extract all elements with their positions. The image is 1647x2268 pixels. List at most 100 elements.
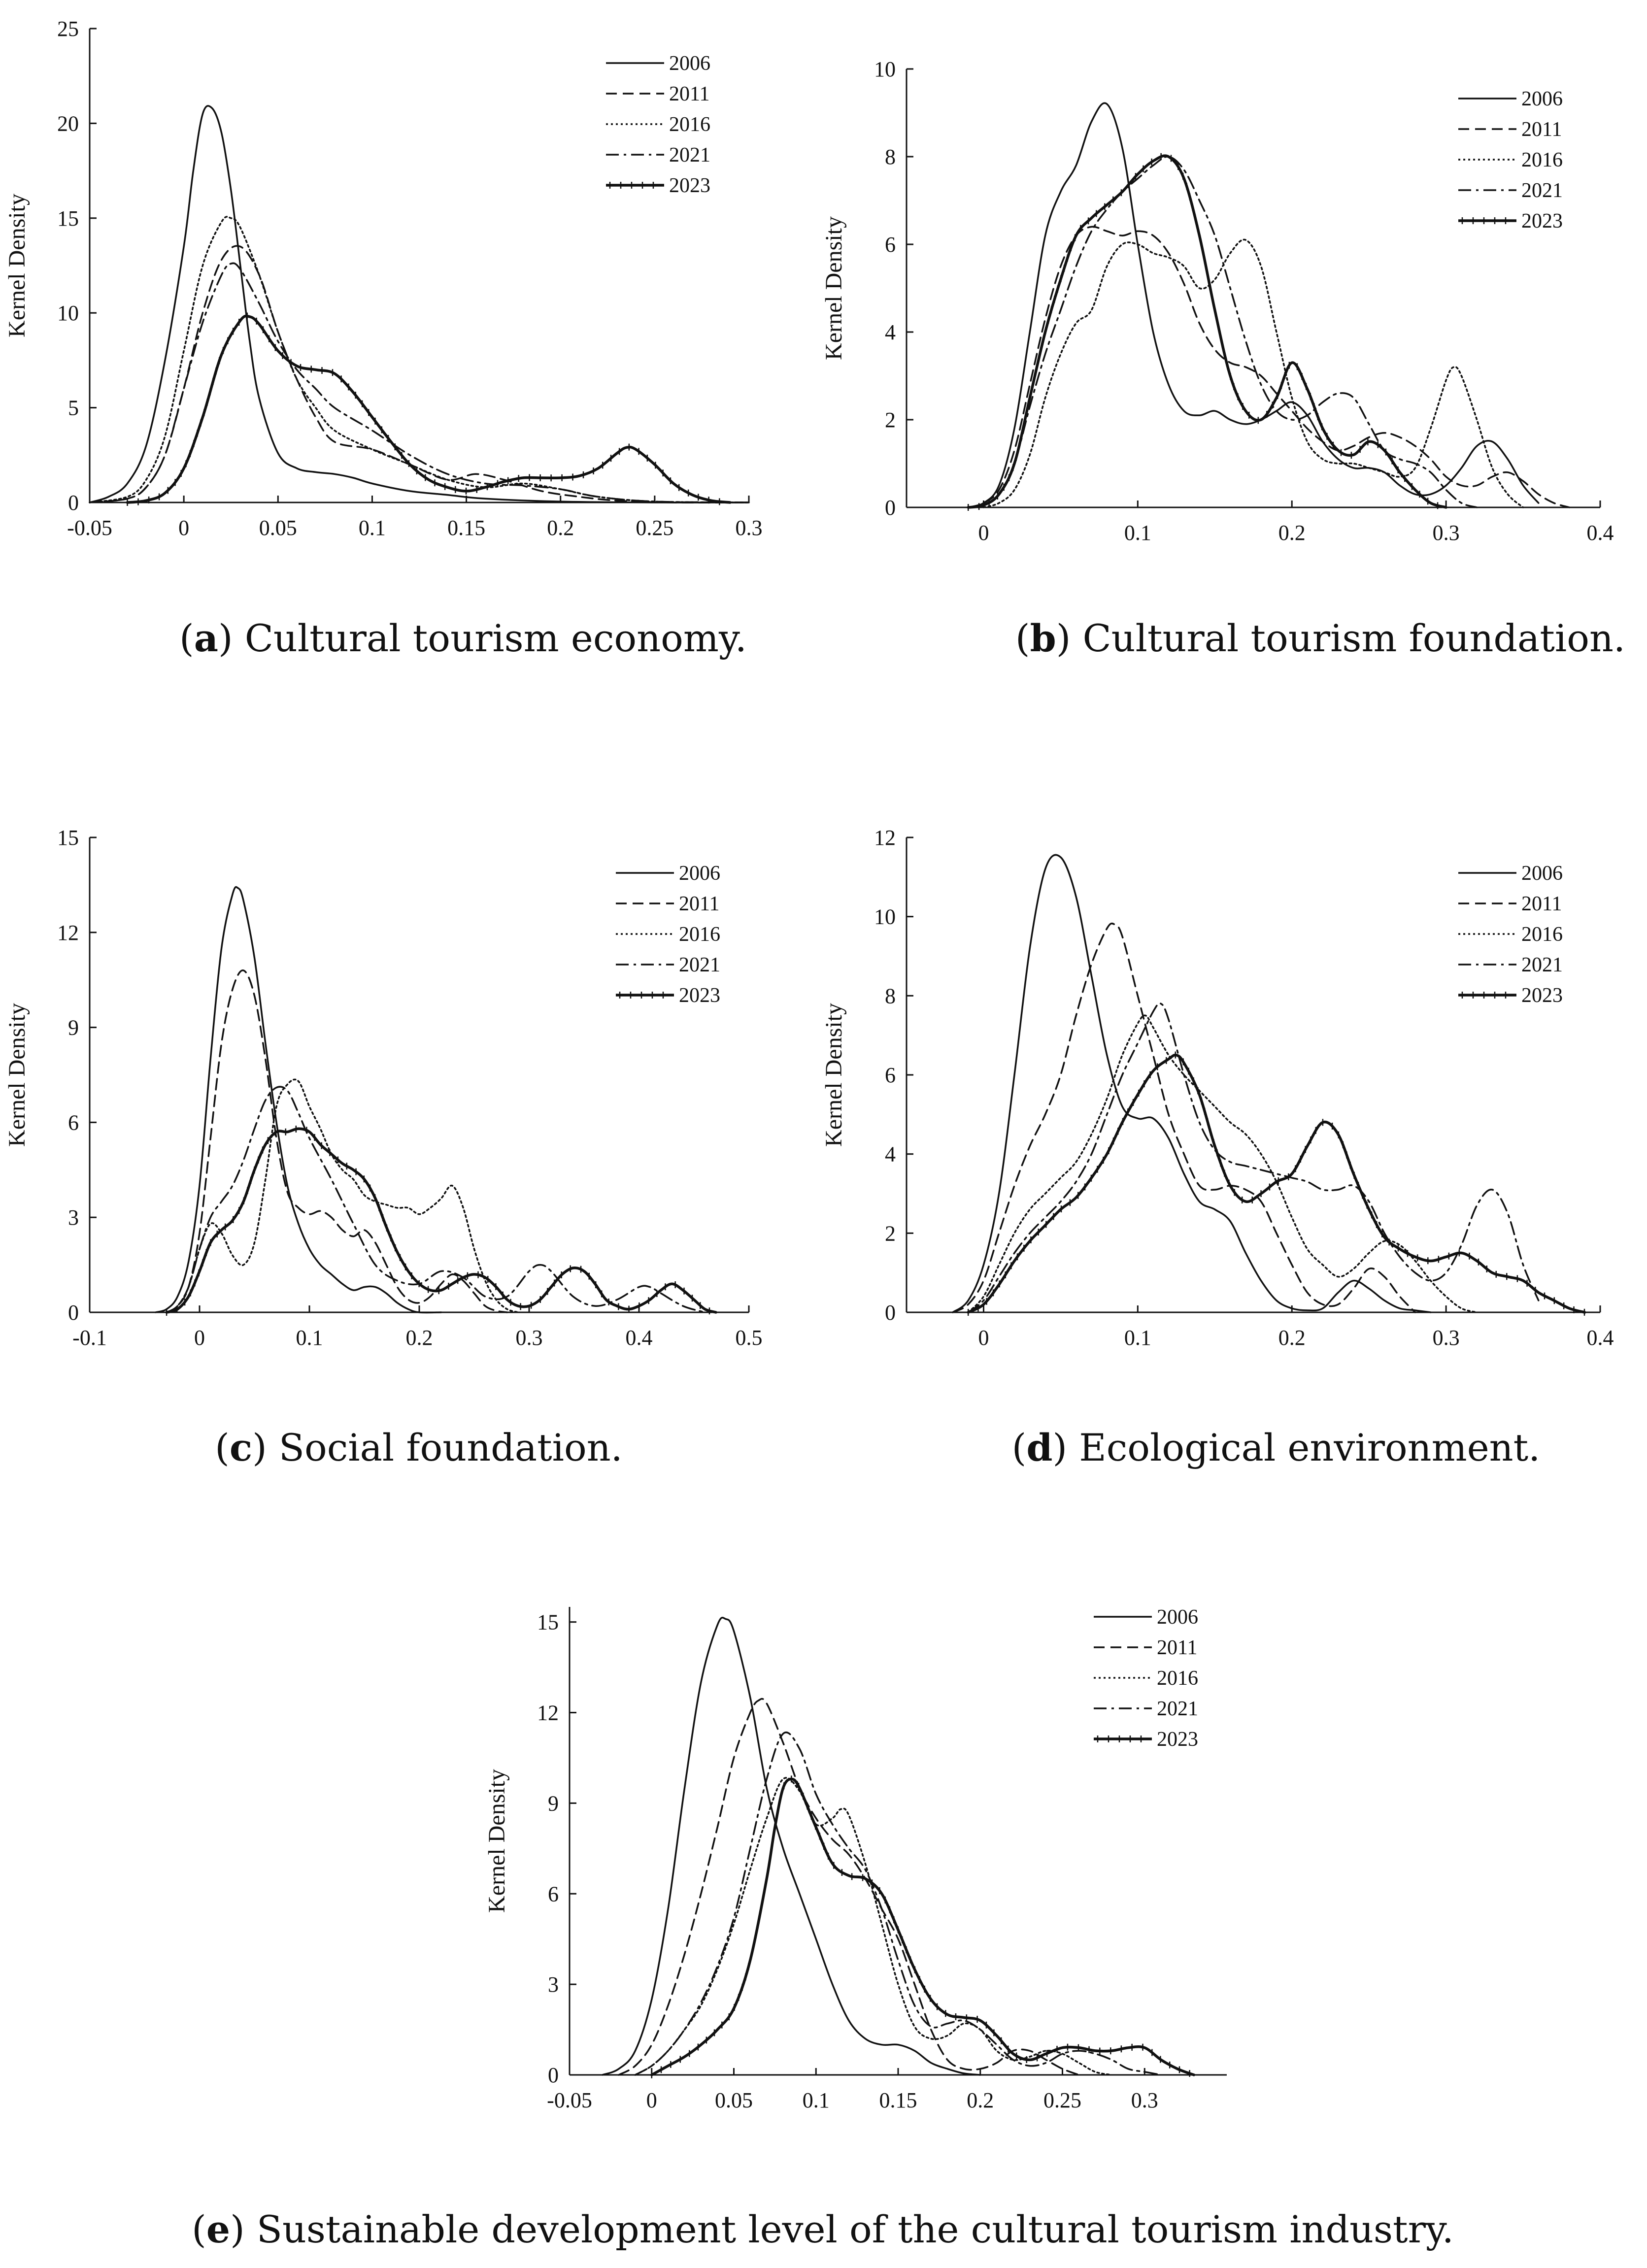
series-line-2016 [634, 1777, 1113, 2076]
x-tick-label: 0.2 [406, 1326, 433, 1350]
series-line-2023 [967, 1053, 1586, 1314]
legend-label-2023: 2023 [1521, 984, 1563, 1007]
caption-paren-open: ( [1015, 616, 1030, 660]
x-tick-label: 0 [646, 2088, 657, 2112]
legend-label-2023: 2023 [1157, 1728, 1198, 1751]
series-line-2021 [967, 1002, 1540, 1313]
chart-panel-d: 0 0.1 0.2 0.3 0.4 0 2 4 6 8 10 12 Kernel Density 2006… [821, 826, 1614, 1469]
y-tick-label: 20 [57, 111, 79, 135]
x-tick-label: 0 [978, 1326, 989, 1350]
x-tick-label: 0.05 [715, 2088, 753, 2112]
legend-label-2011: 2011 [669, 83, 709, 105]
x-tick-label: 0.3 [516, 1326, 543, 1350]
legend-label-2006: 2006 [1521, 862, 1563, 885]
legend-label-2006: 2006 [669, 52, 710, 75]
legend-label-2006: 2006 [1521, 88, 1563, 110]
x-tick-label: 0.3 [736, 516, 763, 540]
caption-text: Ecological environment. [1067, 1426, 1540, 1469]
caption-paren-close: ) [1056, 616, 1071, 660]
series-line-2011 [618, 1698, 1080, 2076]
series-line-2016 [166, 1078, 519, 1313]
legend-label-2006: 2006 [679, 862, 720, 885]
series-line-2016 [89, 216, 750, 503]
chart-caption: (e) Sustainable development level of the… [192, 2207, 1454, 2251]
series-line-2021 [634, 1732, 1162, 2076]
x-tick-label: 0.1 [296, 1326, 323, 1350]
y-tick-label: 0 [885, 1301, 896, 1325]
chart-panel-a: -0.05 0 0.05 0.1 0.15 0.2 0.25 0.30510152025Ker… [4, 17, 763, 660]
x-tick-label: 0.2 [547, 516, 574, 540]
legend-label-2011: 2011 [1521, 893, 1562, 915]
y-tick-label: 0 [885, 496, 896, 520]
y-tick-label: 4 [885, 320, 896, 344]
legend-label-2023: 2023 [1521, 210, 1563, 233]
y-axis-label: Kernel Density [821, 1003, 847, 1147]
x-tick-label: 0.4 [1587, 1326, 1614, 1350]
legend-label-2016: 2016 [1521, 149, 1563, 171]
legend-label-2016: 2016 [669, 113, 710, 136]
caption-text: Sustainable development level of the cul… [245, 2207, 1454, 2251]
caption-letter: b [1030, 616, 1056, 660]
x-tick-label: -0.05 [547, 2088, 592, 2112]
x-tick-label: 0.2 [1278, 1326, 1306, 1350]
x-tick-label: 0.15 [879, 2088, 917, 2112]
caption-letter: e [206, 2207, 230, 2251]
x-tick-label: 0.3 [1433, 521, 1460, 545]
caption-paren-open: ( [192, 2207, 206, 2251]
legend-label-2021: 2021 [679, 954, 720, 976]
x-tick-label: -0.1 [72, 1326, 107, 1350]
y-tick-label: 6 [68, 1110, 79, 1134]
series-line-2023 [650, 1777, 1196, 2076]
caption-letter: c [230, 1426, 252, 1469]
caption-text: Social foundation. [267, 1426, 623, 1469]
series-line-2023 [126, 314, 732, 504]
x-tick-label: 0.4 [1587, 521, 1614, 545]
y-tick-label: 9 [548, 1791, 559, 1815]
caption-paren-open: ( [179, 616, 194, 660]
chart-caption: (b) Cultural tourism foundation. [1015, 616, 1625, 660]
x-tick-label: 0.3 [1131, 2088, 1158, 2112]
x-tick-label: 0.5 [736, 1326, 763, 1350]
y-tick-label: 0 [68, 491, 79, 515]
series-line-2016 [967, 1014, 1478, 1313]
legend-label-2016: 2016 [1521, 923, 1563, 946]
series-line-2023 [165, 1127, 717, 1314]
caption-text: Cultural tourism foundation. [1071, 616, 1625, 660]
y-axis-label: Kernel Density [484, 1769, 510, 1913]
caption-letter: d [1026, 1426, 1052, 1469]
series-line-2016 [982, 238, 1524, 508]
series-line-2006 [601, 1617, 981, 2076]
x-tick-label: 0.1 [359, 516, 386, 540]
y-axis-label: Kernel Density [4, 194, 30, 337]
y-tick-label: 0 [548, 2063, 559, 2087]
y-tick-label: 2 [885, 408, 896, 432]
legend-label-2023: 2023 [669, 174, 710, 197]
y-tick-label: 12 [57, 921, 79, 945]
caption-paren-close: ) [230, 2207, 245, 2251]
caption-paren-close: ) [218, 616, 233, 660]
x-tick-label: 0 [978, 521, 989, 545]
x-tick-label: 0.05 [259, 516, 297, 540]
y-tick-label: 10 [57, 301, 79, 325]
caption-paren-close: ) [252, 1426, 267, 1469]
x-tick-label: 0.1 [1124, 1326, 1151, 1350]
caption-paren-open: ( [1012, 1426, 1027, 1469]
x-tick-label: 0.1 [803, 2088, 830, 2112]
x-tick-label: 0.2 [967, 2088, 994, 2112]
chart-caption: (d) Ecological environment. [1012, 1426, 1541, 1469]
y-tick-label: 12 [537, 1701, 559, 1725]
y-tick-label: 6 [885, 1063, 896, 1087]
legend-label-2011: 2011 [1157, 1636, 1197, 1659]
y-tick-label: 15 [57, 206, 79, 231]
legend-label-2021: 2021 [669, 144, 710, 167]
x-tick-label: 0.2 [1278, 521, 1306, 545]
series-line-2011 [967, 226, 1571, 508]
series-line-2021 [166, 1086, 706, 1313]
legend-label-2021: 2021 [1157, 1698, 1198, 1720]
y-tick-label: 15 [537, 1610, 559, 1634]
legend-label-2006: 2006 [1157, 1606, 1198, 1629]
chart-caption: (c) Social foundation. [215, 1426, 623, 1469]
legend-label-2021: 2021 [1521, 954, 1563, 976]
